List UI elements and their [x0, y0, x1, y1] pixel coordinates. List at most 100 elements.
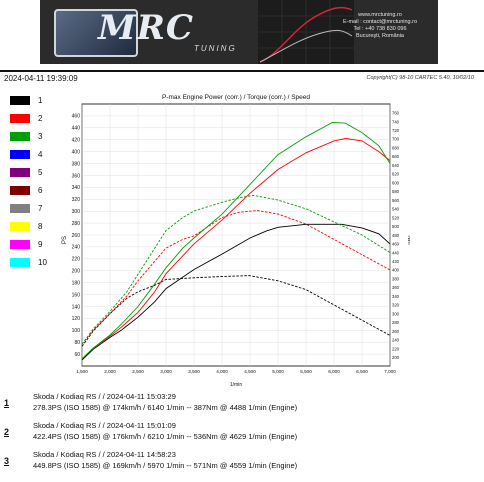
y-tick-label: 320 — [72, 197, 81, 203]
x-tick-label: 2,500 — [132, 369, 144, 374]
y2-tick-label: 460 — [392, 242, 400, 247]
y-tick-label: 340 — [72, 185, 81, 191]
run-item-3: 3 Skoda / Kodiaq RS / / 2024-04-11 14:58… — [0, 450, 484, 482]
legend-label-10: 10 — [38, 258, 47, 267]
legend-swatch-2 — [10, 114, 30, 123]
series-3-power-line — [81, 122, 391, 360]
legend-item-5: 5 — [10, 168, 70, 178]
x-tick-label: 6,500 — [356, 369, 368, 374]
x-tick-label: 4,500 — [244, 369, 256, 374]
x-tick-label: 5,000 — [272, 369, 284, 374]
y-tick-label: 280 — [72, 221, 81, 227]
y-tick-label: 120 — [72, 316, 81, 322]
contact-info: www.mrctuning.ro E-mail : contact@mrctun… — [330, 12, 430, 40]
banner-graph-decoration — [258, 0, 354, 64]
legend-item-2: 2 — [10, 114, 70, 124]
report-timestamp: 2024-04-11 19:39:09 — [4, 74, 78, 83]
logo-subtext: TUNING — [194, 44, 237, 53]
y2-tick-label: 360 — [392, 285, 400, 290]
y2-tick-label: 400 — [392, 268, 400, 273]
y2-tick-label: 640 — [392, 163, 400, 168]
x-axis-label: 1/min — [230, 382, 242, 388]
y2-tick-label: 380 — [392, 276, 400, 281]
y2-tick-label: 440 — [392, 250, 400, 255]
legend-label-7: 7 — [38, 204, 43, 213]
header-divider — [0, 70, 484, 72]
legend-label-1: 1 — [38, 96, 43, 105]
series-3-torque-line — [81, 194, 391, 345]
y-axis-label: PS — [62, 236, 68, 244]
y2-tick-label: 280 — [392, 320, 400, 325]
y2-tick-label: 680 — [392, 145, 400, 150]
y2-tick-label: 260 — [392, 329, 400, 334]
run-item-2: 2 Skoda / Kodiaq RS / / 2024-04-11 15:01… — [0, 421, 484, 453]
y2-tick-label: 480 — [392, 233, 400, 238]
y2-tick-label: 240 — [392, 338, 400, 343]
y-tick-label: 460 — [72, 114, 81, 120]
y2-tick-label: 760 — [392, 111, 400, 116]
y-tick-label: 240 — [72, 245, 81, 251]
y-tick-label: 380 — [72, 161, 81, 167]
y2-tick-label: 200 — [392, 355, 400, 360]
legend-label-3: 3 — [38, 132, 43, 141]
run-item-1: 1 Skoda / Kodiaq RS / / 2024-04-11 15:03… — [0, 392, 484, 424]
legend-swatch-10 — [10, 258, 30, 267]
y2-tick-label: 740 — [392, 119, 400, 124]
y-tick-label: 100 — [72, 328, 81, 334]
series-2-torque-line — [81, 210, 391, 345]
contact-website: www.mrctuning.ro — [358, 12, 402, 18]
legend-swatch-6 — [10, 186, 30, 195]
run-index-2: 2 — [4, 427, 10, 437]
contact-email: E-mail : contact@mrctuning.ro — [342, 19, 418, 25]
y-tick-label: 440 — [72, 126, 81, 132]
legend-item-6: 6 — [10, 186, 70, 196]
y2-tick-label: 720 — [392, 128, 400, 133]
y2-tick-label: 660 — [392, 154, 400, 159]
legend-swatch-5 — [10, 168, 30, 177]
x-tick-label: 3,500 — [188, 369, 200, 374]
run-vehicle-3: Skoda / Kodiaq RS / / 2024-04-11 14:58:2… — [33, 450, 176, 459]
y-tick-label: 200 — [72, 269, 81, 275]
legend-item-9: 9 — [10, 240, 70, 250]
logo-emblem — [54, 9, 138, 57]
run-index-1: 1 — [4, 398, 10, 408]
legend-label-5: 5 — [38, 168, 43, 177]
y2-tick-label: 600 — [392, 180, 400, 185]
chart-title: P-max Engine Power (corr.) / Torque (cor… — [162, 94, 310, 101]
dyno-chart-svg: P-max Engine Power (corr.) / Torque (cor… — [62, 94, 412, 388]
x-tick-label: 1,500 — [76, 369, 88, 374]
y2-axis-ticks: 200 220 240 260 280 300 320 340 360 380 400 420 440 4… — [392, 111, 400, 361]
x-tick-label: 2,000 — [104, 369, 116, 374]
legend-item-8: 8 — [10, 222, 70, 232]
x-tick-label: 3,000 — [160, 369, 172, 374]
y-tick-label: 420 — [72, 138, 81, 144]
y2-tick-label: 340 — [392, 294, 400, 299]
y2-tick-label: 320 — [392, 303, 400, 308]
x-axis-ticks: 1,500 2,000 2,500 3,000 3,500 4,000 4,500 5,000… — [76, 369, 396, 374]
y-tick-label: 360 — [72, 173, 81, 179]
run-result-1: 278.3PS (ISO 1585) @ 174km/h / 6140 1/mi… — [33, 403, 298, 412]
chart-grid — [81, 104, 391, 366]
legend-label-2: 2 — [38, 114, 43, 123]
legend-item-10: 10 — [10, 258, 70, 268]
legend-item-4: 4 — [10, 150, 70, 160]
legend-swatch-8 — [10, 222, 30, 231]
y2-tick-label: 300 — [392, 311, 400, 316]
y-tick-label: 300 — [72, 209, 81, 215]
y-tick-label: 160 — [72, 292, 81, 298]
y2-tick-label: 540 — [392, 207, 400, 212]
y2-tick-label: 580 — [392, 189, 400, 194]
y-tick-label: 220 — [72, 257, 81, 263]
y2-tick-label: 700 — [392, 137, 400, 142]
y2-tick-label: 500 — [392, 224, 400, 229]
y-tick-label: 60 — [74, 352, 80, 358]
y-tick-label: 400 — [72, 149, 81, 155]
x-tick-label: 4,000 — [216, 369, 228, 374]
y-tick-label: 180 — [72, 280, 81, 286]
x-tick-label: 5,500 — [300, 369, 312, 374]
contact-phone: Tel : +40 738 830 096 — [353, 26, 407, 32]
y2-tick-label: 420 — [392, 259, 400, 264]
legend-item-7: 7 — [10, 204, 70, 214]
chart-series — [81, 122, 391, 361]
contact-city: Bucureşti, România — [356, 33, 404, 39]
